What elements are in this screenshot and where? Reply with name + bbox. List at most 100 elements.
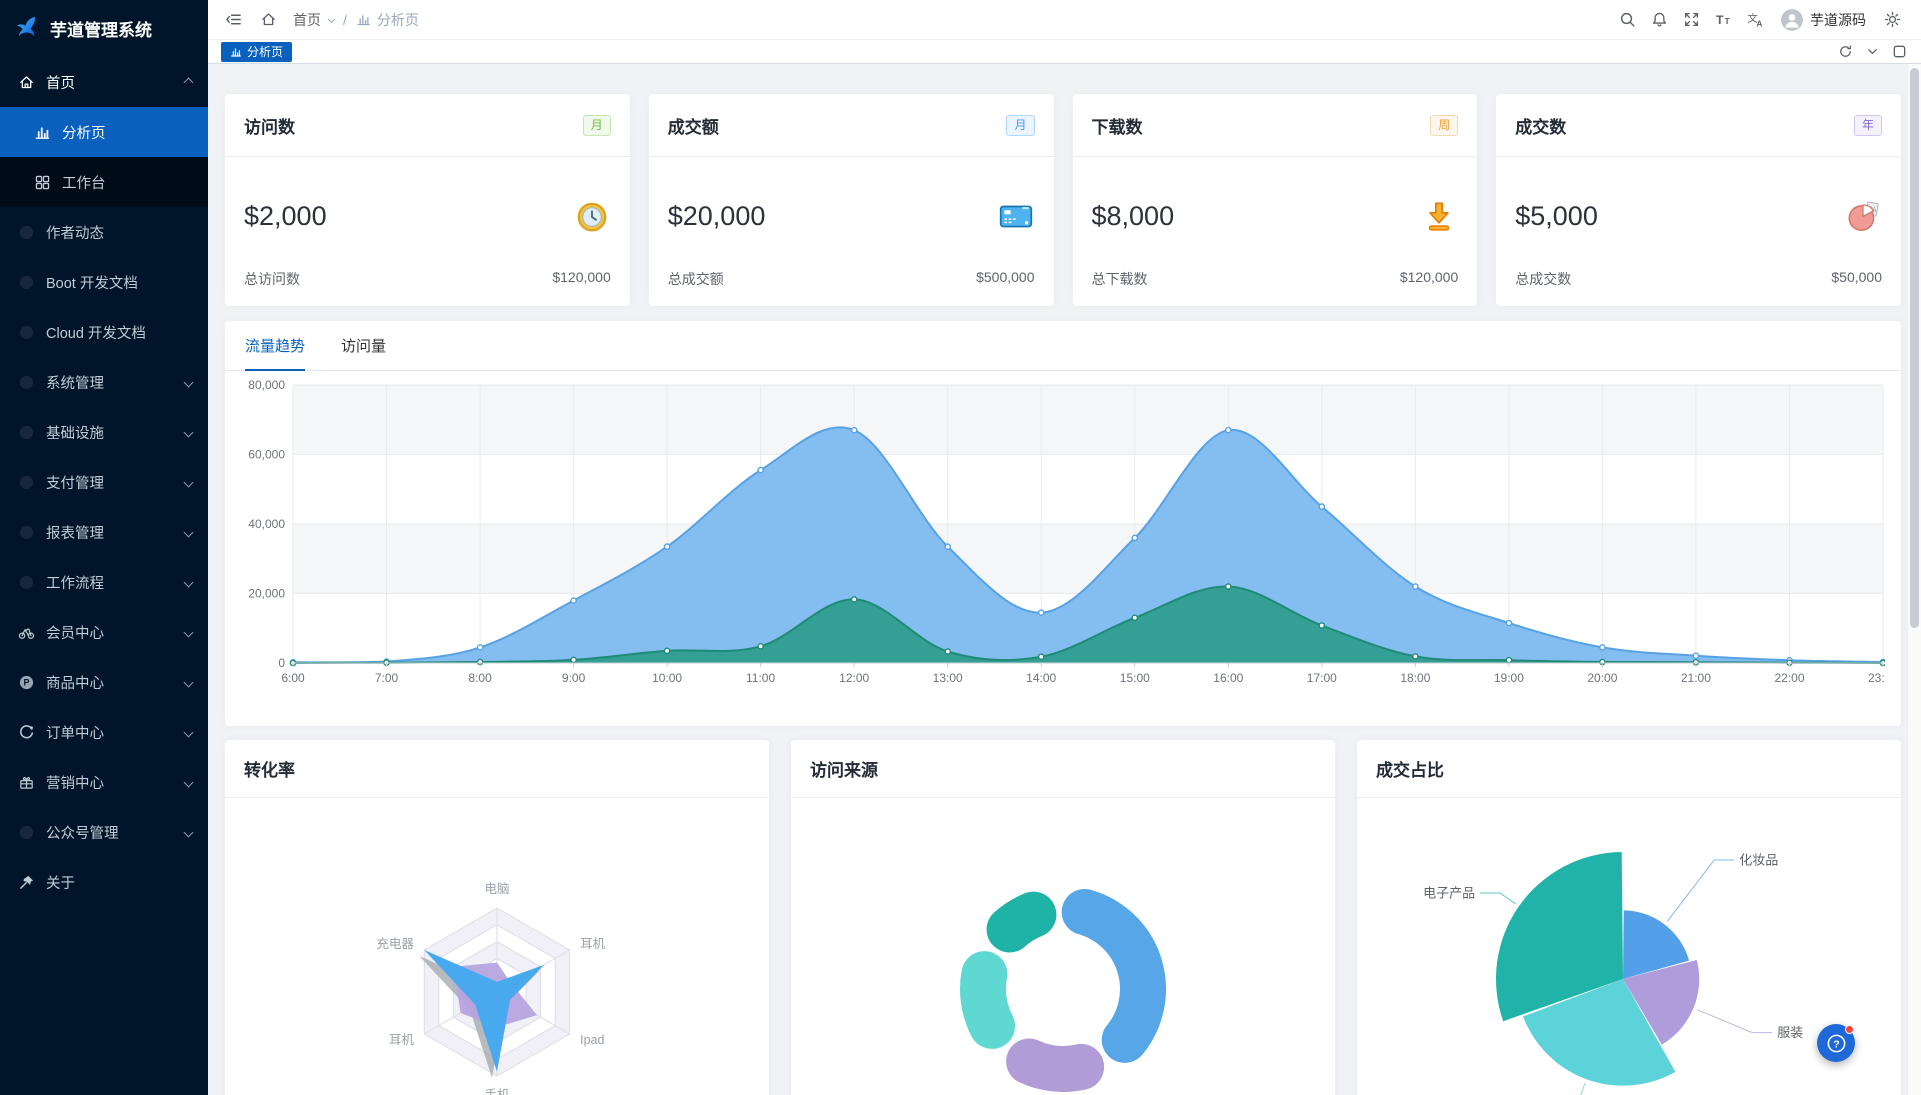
traffic-trend-chart[interactable]: 0 20,000 40,000 60,000 80,000 6:00 7:00 8:00 9:0… xyxy=(241,371,1885,701)
chevron-down-icon[interactable] xyxy=(1860,41,1884,63)
chevron-down-icon xyxy=(183,827,194,837)
svg-text:17:00: 17:00 xyxy=(1307,671,1337,685)
sidebar-item-label: 报表管理 xyxy=(46,525,104,542)
help-button[interactable]: ? xyxy=(1817,1024,1855,1062)
chevron-down-icon xyxy=(327,15,336,24)
svg-text:15:00: 15:00 xyxy=(1120,671,1150,685)
svg-text:6:00: 6:00 xyxy=(281,671,305,685)
clock-icon xyxy=(573,197,611,235)
sidebar-item-order[interactable]: 订单中心 xyxy=(0,707,208,757)
home-icon[interactable] xyxy=(253,5,283,35)
svg-text:耳机: 耳机 xyxy=(389,1033,415,1047)
sidebar-item-infra[interactable]: 基础设施 xyxy=(0,407,208,457)
search-icon[interactable] xyxy=(1612,5,1642,35)
notification-dot xyxy=(1845,1025,1854,1034)
dot-icon xyxy=(18,274,35,291)
sidebar-item-system[interactable]: 系统管理 xyxy=(0,357,208,407)
trend-tabs: 流量趋势 访问量 xyxy=(225,321,1901,371)
top-navbar: 首页 / 分析页 xyxy=(208,0,1921,40)
svg-text:9:00: 9:00 xyxy=(562,671,586,685)
sidebar-item-pay[interactable]: 支付管理 xyxy=(0,457,208,507)
svg-text:12:00: 12:00 xyxy=(839,671,869,685)
svg-text:电脑: 电脑 xyxy=(484,882,509,896)
vertical-scrollbar[interactable] xyxy=(1907,64,1921,1095)
sidebar-item-workbench[interactable]: 工作台 xyxy=(0,157,208,207)
navbar-left: 首页 / 分析页 xyxy=(218,5,419,35)
sidebar-collapse-icon[interactable] xyxy=(218,5,248,35)
bank-card-icon xyxy=(997,197,1035,235)
user-menu[interactable]: 芋道源码 xyxy=(1781,8,1866,31)
svg-text:T: T xyxy=(1724,16,1730,26)
sidebar-item-workflow[interactable]: 工作流程 xyxy=(0,557,208,607)
fullscreen-icon[interactable] xyxy=(1676,5,1706,35)
product-icon: P xyxy=(18,674,35,691)
breadcrumb-home[interactable]: 首页 xyxy=(293,10,336,30)
sidebar-item-boot-docs[interactable]: Boot 开发文档 xyxy=(0,257,208,307)
tab-analysis[interactable]: 分析页 xyxy=(221,41,293,62)
stat-card-title: 成交数 xyxy=(1515,117,1567,137)
download-icon xyxy=(1420,197,1458,235)
chevron-down-icon xyxy=(183,677,194,687)
stat-card-badge: 周 xyxy=(1430,114,1459,136)
card-title: 访问来源 xyxy=(791,740,1335,798)
svg-text:化妆品: 化妆品 xyxy=(1739,853,1778,868)
svg-text:10:00: 10:00 xyxy=(652,671,682,685)
svg-text:?: ? xyxy=(1833,1038,1839,1050)
sidebar-item-label: Boot 开发文档 xyxy=(46,275,138,292)
sidebar: 芋道管理系统 首页分析页工作台作者动态 Boot 开发文档 Cloud 开发文档 系统… xyxy=(0,0,208,1095)
sidebar-item-member[interactable]: 会员中心 xyxy=(0,607,208,657)
svg-text:8:00: 8:00 xyxy=(468,671,492,685)
refresh-icon[interactable] xyxy=(1833,41,1857,63)
bell-icon[interactable] xyxy=(1644,5,1674,35)
sidebar-item-mp[interactable]: 公众号管理 xyxy=(0,807,208,857)
avatar xyxy=(1781,8,1803,31)
svg-text:7:00: 7:00 xyxy=(375,671,399,685)
trend-tab-1[interactable]: 访问量 xyxy=(341,338,387,355)
dot-icon xyxy=(18,224,35,241)
marketing-icon xyxy=(18,774,35,791)
sidebar-item-marketing[interactable]: 营销中心 xyxy=(0,757,208,807)
svg-text:Ipad: Ipad xyxy=(580,1033,604,1047)
scrollbar-thumb[interactable] xyxy=(1910,68,1919,628)
sidebar-item-label: 作者动态 xyxy=(46,225,104,242)
settings-gear-icon[interactable] xyxy=(1877,5,1907,35)
dot-icon xyxy=(18,374,35,391)
visit-source-donut-chart[interactable] xyxy=(791,798,1335,1095)
app-title: 芋道管理系统 xyxy=(50,21,152,40)
home-icon xyxy=(18,74,35,91)
sidebar-item-report[interactable]: 报表管理 xyxy=(0,507,208,557)
logo[interactable]: 芋道管理系统 xyxy=(0,0,208,57)
stat-card-title: 访问数 xyxy=(244,117,295,137)
main-area: 首页 / 分析页 xyxy=(208,0,1921,1095)
sidebar-item-analysis[interactable]: 分析页 xyxy=(0,107,208,157)
bar-chart-icon xyxy=(357,15,370,26)
stat-card-badge: 月 xyxy=(1006,114,1035,136)
sidebar-item-label: 会员中心 xyxy=(46,625,104,642)
maximize-icon[interactable] xyxy=(1887,41,1911,63)
conversion-card: 转化率 电脑 耳机 Ipad 手机 耳机 充电器 xyxy=(225,740,769,1095)
sidebar-item-author-news[interactable]: 作者动态 xyxy=(0,207,208,257)
sidebar-item-label: 系统管理 xyxy=(46,375,104,392)
svg-text:充电器: 充电器 xyxy=(376,936,414,951)
sidebar-item-label: 分析页 xyxy=(62,125,106,142)
member-icon xyxy=(18,624,35,641)
stat-card-footer-value: $50,000 xyxy=(1831,269,1882,285)
svg-text:20:00: 20:00 xyxy=(1587,671,1617,685)
sidebar-item-about[interactable]: 关于 xyxy=(0,857,208,907)
chevron-down-icon xyxy=(183,777,194,787)
username: 芋道源码 xyxy=(1810,11,1866,28)
sidebar-item-product[interactable]: P 商品中心 xyxy=(0,657,208,707)
stat-card-2: 下载数 周 $8,000 总下载数 $120,000 xyxy=(1072,94,1478,306)
sidebar-item-cloud-docs[interactable]: Cloud 开发文档 xyxy=(0,307,208,357)
sidebar-item-home[interactable]: 首页 xyxy=(0,57,208,107)
sidebar-item-label: Cloud 开发文档 xyxy=(46,325,146,342)
trend-tab-0[interactable]: 流量趋势 xyxy=(245,321,306,371)
dot-icon xyxy=(18,324,35,341)
sidebar-menu: 首页分析页工作台作者动态 Boot 开发文档 Cloud 开发文档 系统管理基础设施支… xyxy=(0,57,208,907)
card-title: 成交占比 xyxy=(1357,740,1901,798)
svg-text:T: T xyxy=(1715,13,1723,27)
